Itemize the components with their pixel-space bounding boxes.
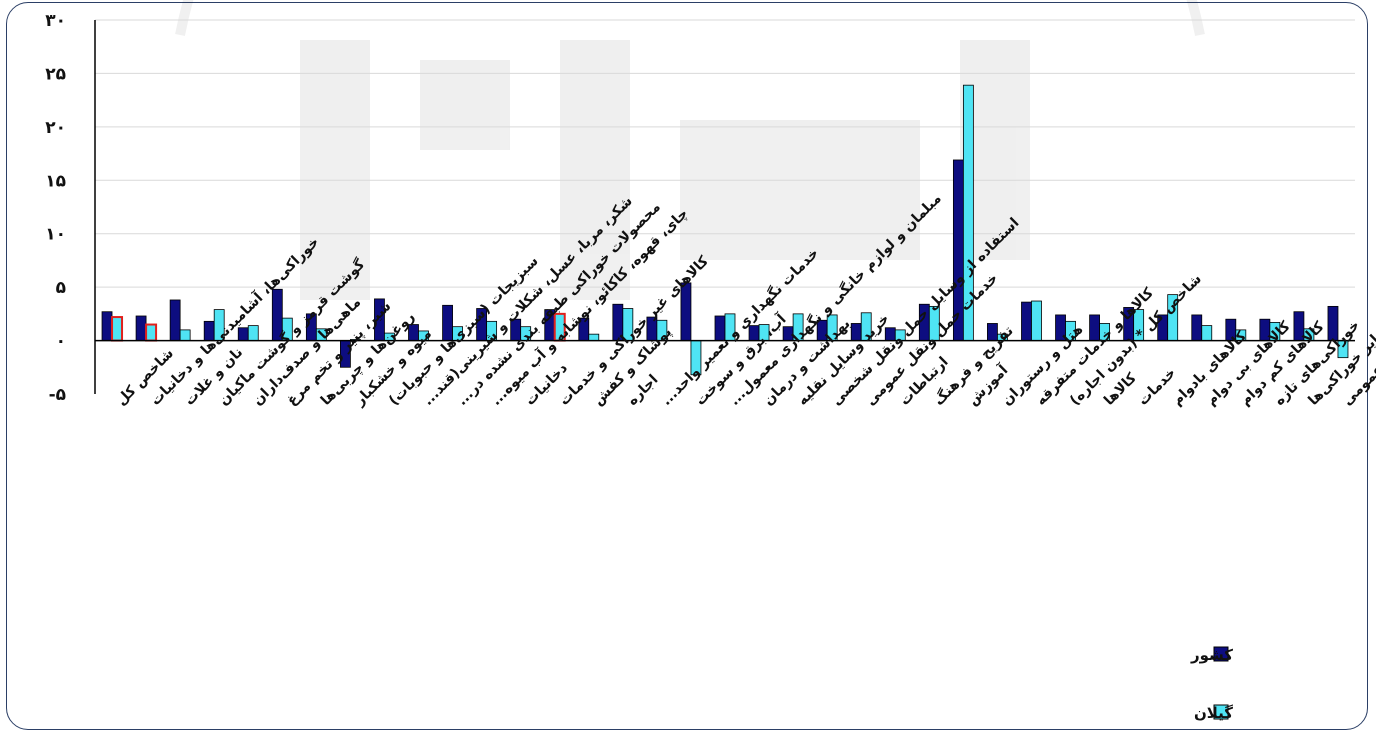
legend-label: گیلان xyxy=(1194,704,1233,722)
y-tick-label: -۵ xyxy=(49,385,66,405)
bar-gilan xyxy=(247,325,259,341)
y-tick-label: ۲۰ xyxy=(45,118,66,138)
y-tick-label: ۲۵ xyxy=(45,64,66,84)
y-tick-label: ۱۵ xyxy=(45,171,66,191)
chart-frame xyxy=(6,2,1368,730)
legend-swatch xyxy=(1213,646,1229,662)
bar-gilan xyxy=(1201,325,1213,341)
y-tick-label: ۵ xyxy=(56,278,66,298)
y-axis-tick-labels: -۵ ۰ ۵ ۱۰ ۱۵ ۲۰ ۲۵ ۳۰ xyxy=(45,11,66,405)
gridlines xyxy=(95,19,1355,342)
y-tick-label: ۱۰ xyxy=(45,225,66,245)
y-tick-label: ۳۰ xyxy=(45,11,66,31)
bar-gilan xyxy=(179,329,191,341)
bar-country xyxy=(169,299,181,341)
bars xyxy=(101,84,1349,376)
bar-country xyxy=(1191,314,1203,341)
legend-label: کشور xyxy=(1190,646,1233,664)
legend-swatch xyxy=(1213,704,1229,720)
y-tick-label: ۰ xyxy=(56,332,66,352)
bar-country xyxy=(101,311,113,341)
axes xyxy=(94,20,1355,394)
bar-gilan xyxy=(1031,300,1042,341)
bar-country xyxy=(135,315,147,341)
bar-country xyxy=(237,327,249,341)
legend: کشور گیلان xyxy=(1190,646,1233,722)
bar-gilan xyxy=(111,316,124,342)
bar-country xyxy=(1021,301,1032,341)
watermark-logo xyxy=(175,0,1205,300)
bar-gilan xyxy=(588,333,600,341)
bar-gilan xyxy=(145,323,158,342)
